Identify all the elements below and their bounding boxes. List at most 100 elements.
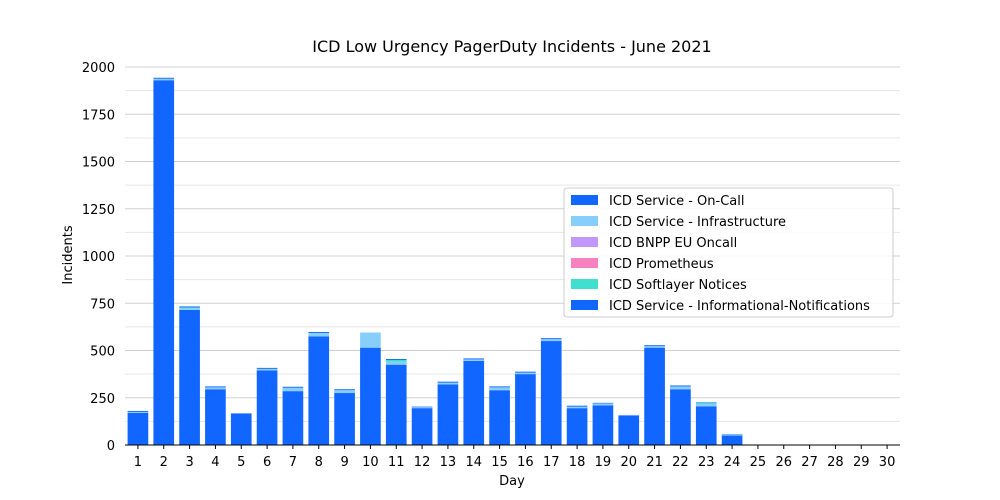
y-tick-label: 250 (90, 392, 115, 407)
bar-day-7-series-5 (282, 386, 304, 388)
legend-label: ICD Service - Infrastructure (609, 215, 786, 230)
bar-day-23-series-0 (695, 406, 717, 445)
bar-day-4-series-5 (205, 386, 226, 388)
bar-day-10-series-0 (360, 347, 381, 445)
legend-label: ICD Service - On-Call (609, 194, 744, 209)
bar-day-17-series-1 (540, 339, 562, 342)
x-tick-label: 15 (491, 455, 508, 470)
bar-day-23-series-5 (695, 402, 717, 404)
legend-swatch (571, 300, 598, 310)
legend-swatch (571, 279, 598, 289)
bars (127, 77, 743, 445)
legend-box (563, 187, 894, 318)
bar-day-14-series-1 (463, 359, 485, 361)
bar-day-10-series-1 (360, 332, 381, 348)
bar-day-19-series-1 (592, 403, 614, 406)
bar-day-11-series-1 (385, 361, 407, 365)
y-tick-label: 1250 (82, 203, 115, 218)
bar-day-11-series-5 (385, 359, 407, 360)
y-tick-label: 500 (90, 345, 115, 360)
x-tick-label: 16 (517, 455, 534, 470)
bar-day-5-series-0 (230, 413, 252, 445)
x-axis-label: Day (499, 474, 525, 489)
y-tick-label: 1750 (82, 108, 115, 123)
bar-day-7-series-0 (282, 391, 304, 445)
x-tick-label: 14 (465, 455, 482, 470)
bar-day-2-series-1 (153, 78, 175, 81)
bar-day-14-series-5 (463, 358, 485, 360)
bar-day-11-series-0 (385, 364, 407, 445)
x-tick-label: 29 (853, 455, 870, 470)
bar-day-8-series-0 (308, 336, 330, 445)
chart-title: ICD Low Urgency PagerDuty Incidents - Ju… (312, 37, 711, 56)
x-tick-label: 19 (595, 455, 612, 470)
x-tick-label: 1 (134, 455, 142, 470)
bar-day-22-series-5 (670, 385, 691, 387)
y-axis-label: Incidents (61, 225, 76, 284)
legend-label: ICD BNPP EU Oncall (609, 236, 737, 251)
y-tick-label: 1500 (82, 156, 115, 171)
bar-day-23-series-4 (695, 403, 717, 404)
x-tick-label: 21 (646, 455, 663, 470)
y-tick-label: 2000 (82, 61, 115, 76)
legend-swatch (571, 216, 598, 226)
bar-day-1-series-0 (127, 412, 149, 445)
bar-day-4-series-1 (205, 387, 226, 390)
y-tick-label: 1000 (82, 250, 115, 265)
bar-day-23-series-1 (695, 403, 717, 407)
bar-day-12-series-0 (411, 408, 433, 445)
x-tick-label: 22 (672, 455, 689, 470)
x-tick-label: 9 (340, 455, 348, 470)
bar-day-6-series-5 (256, 367, 278, 369)
y-tick-label: 0 (107, 439, 115, 454)
bar-day-12-series-5 (411, 406, 433, 408)
bar-day-4-series-0 (205, 389, 226, 445)
bar-day-6-series-0 (256, 370, 278, 445)
bar-day-21-series-1 (644, 346, 665, 348)
bar-day-9-series-0 (334, 393, 355, 445)
x-tick-label: 27 (801, 455, 818, 470)
grid-lines (125, 66, 900, 422)
bar-day-8-series-5 (308, 331, 330, 333)
x-tick-label: 20 (620, 455, 637, 470)
x-tick-label: 10 (362, 455, 379, 470)
bar-day-24-series-1 (721, 434, 743, 436)
bar-day-8-series-1 (308, 332, 330, 337)
bar-day-12-series-1 (411, 407, 433, 409)
x-tick-label: 17 (543, 455, 560, 470)
bar-day-9-series-5 (334, 389, 355, 391)
legend-swatch (571, 195, 598, 205)
x-tick-label: 18 (569, 455, 586, 470)
bar-day-16-series-0 (515, 374, 536, 445)
bar-day-22-series-1 (670, 386, 691, 390)
bar-day-1-series-5 (127, 410, 149, 412)
bar-day-15-series-0 (489, 390, 510, 445)
legend-label: ICD Softlayer Notices (609, 278, 747, 293)
x-tick-label: 3 (185, 455, 193, 470)
x-tick-label: 8 (315, 455, 323, 470)
bar-day-19-series-0 (592, 405, 614, 445)
bar-day-6-series-1 (256, 368, 278, 371)
y-tick-label: 750 (90, 297, 115, 312)
legend-swatch (571, 237, 598, 247)
x-tick-label: 11 (388, 455, 405, 470)
bar-day-20-series-0 (618, 415, 640, 445)
bar-day-17-series-0 (540, 341, 562, 445)
bar-day-11-series-4 (385, 359, 407, 362)
legend-swatch (571, 258, 598, 268)
x-tick-label: 12 (414, 455, 431, 470)
bar-day-15-series-1 (489, 387, 510, 391)
bar-day-19-series-5 (592, 402, 614, 404)
bar-day-7-series-1 (282, 387, 304, 392)
bar-day-13-series-1 (437, 382, 459, 385)
x-tick-label: 23 (698, 455, 715, 470)
x-tick-label: 13 (440, 455, 457, 470)
legend-label: ICD Service - Informational-Notification… (609, 299, 870, 314)
x-tick-label: 25 (750, 455, 767, 470)
bar-day-3-series-4 (179, 307, 200, 309)
bar-day-17-series-5 (540, 338, 562, 340)
bar-day-15-series-5 (489, 386, 510, 388)
x-tick-label: 2 (160, 455, 168, 470)
